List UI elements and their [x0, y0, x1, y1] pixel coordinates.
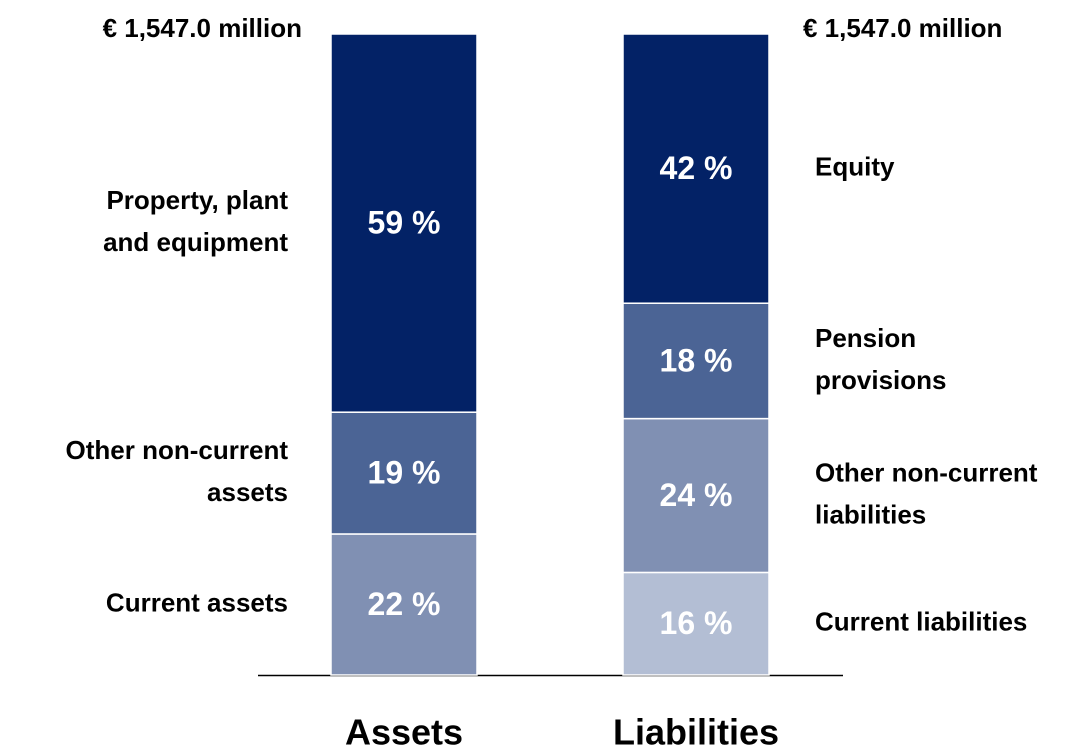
category-label: Assets [345, 712, 463, 752]
segment-label: and equipment [103, 227, 288, 257]
value-label: 16 % [660, 605, 733, 641]
bar-segment [622, 571, 770, 676]
total-label: € 1,547.0 million [103, 13, 302, 43]
segment-label: Current liabilities [815, 607, 1027, 637]
segment-label: assets [207, 477, 288, 507]
value-label: 19 % [368, 455, 441, 491]
value-label: 42 % [660, 150, 733, 186]
segment-label: Equity [815, 151, 895, 181]
segment-label: Pension [815, 323, 916, 353]
value-label: 22 % [368, 586, 441, 622]
segment-label: Property, plant [106, 185, 288, 215]
segment-label: Other non-current [66, 435, 289, 465]
bar-segment [622, 33, 770, 304]
segment-label: Current assets [106, 587, 288, 617]
bar-segment [330, 411, 478, 535]
total-label: € 1,547.0 million [803, 13, 1002, 43]
value-label: 18 % [660, 342, 733, 378]
value-label: 59 % [368, 205, 441, 241]
value-label: 24 % [660, 477, 733, 513]
segment-label: provisions [815, 365, 946, 395]
bar-segment [330, 33, 478, 413]
segment-label: Other non-current [815, 457, 1038, 487]
bar-segment [622, 417, 770, 574]
category-label: Liabilities [613, 712, 779, 752]
bar-segment [622, 302, 770, 420]
bar-segment [330, 533, 478, 676]
segment-label: liabilities [815, 499, 926, 529]
